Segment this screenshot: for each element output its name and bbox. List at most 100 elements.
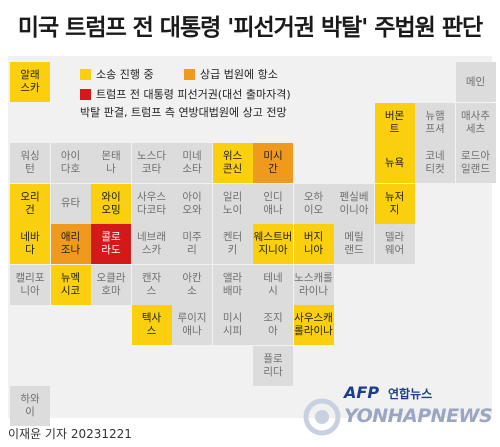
state-tile-label: 와이 오밍 (101, 190, 121, 216)
legend-disqualified-note: 박탈 판결, 트럼프 측 연방대법원에 상고 전망 (80, 106, 287, 119)
legend-label-disqualified: 트럼프 전 대통령 피선거권(대선 출마자격) (96, 88, 291, 101)
afp-logo: AFP (344, 383, 380, 402)
state-tile: 뉴멕 시코 (50, 264, 91, 305)
state-tile: 위스 콘신 (212, 143, 253, 183)
state-tile: 앨라 배마 (212, 264, 253, 305)
state-tile: 버몬 트 (374, 102, 415, 143)
state-tile-label: 뉴멕 시코 (60, 271, 81, 297)
state-tile: 뉴햄 프셔 (415, 102, 455, 143)
state-tile-label: 아칸 소 (182, 271, 202, 297)
legend-swatch-upper-court (184, 68, 195, 80)
state-tile-label: 미주 리 (182, 231, 202, 256)
state-tile-label: 유타 (60, 197, 81, 209)
state-tile: 버지 니아 (293, 224, 334, 264)
state-tile-label: 네바 다 (20, 231, 40, 256)
legend-disqualified: 트럼프 전 대통령 피선거권(대선 출마자격) (80, 86, 291, 102)
state-tile-label: 네브래 스카 (137, 231, 166, 256)
state-tile-label: 루이지 애나 (177, 312, 207, 337)
state-tile: 네브래 스카 (131, 224, 172, 264)
state-tile: 콜로 라도 (91, 224, 131, 264)
byline: 이재윤 기자 20231221 (8, 427, 132, 441)
state-tile: 오리 건 (10, 183, 50, 224)
state-tile-label: 오하 이오 (303, 190, 324, 216)
state-tile: 뉴욕 (374, 143, 415, 183)
state-tile: 웨스트버 지니아 (253, 224, 293, 264)
state-tile: 아이 다호 (50, 143, 91, 183)
state-tile: 로드아 일랜드 (455, 143, 496, 183)
legend-label-upper-court: 상급 법원에 항소 (200, 68, 278, 81)
state-tile: 테네 시 (253, 264, 293, 305)
state-tile-label: 조지 아 (263, 312, 283, 337)
state-tile: 하와 이 (10, 386, 50, 426)
state-tile: 미시 간 (253, 143, 293, 183)
state-tile: 사우스캐 롤라이나 (293, 305, 334, 345)
state-tile: 메릴 랜드 (334, 224, 374, 264)
state-tile-label: 인디 애나 (263, 190, 283, 216)
state-tile-label: 워싱 턴 (20, 150, 40, 175)
state-tile-label: 몬태 나 (101, 150, 121, 175)
state-tile: 캘리포 니아 (10, 264, 50, 305)
state-tile-label: 펜실베 이니아 (339, 190, 369, 216)
state-tile-label: 켄터 키 (222, 231, 243, 256)
state-tile-label: 버몬 트 (384, 109, 405, 135)
state-tile: 메인 (455, 62, 496, 102)
state-tile: 노스다 코타 (131, 143, 172, 183)
state-tile-label: 노스캐롤 라이나 (294, 271, 333, 297)
state-tile: 아이 오와 (172, 183, 212, 224)
state-tile: 켄터 키 (212, 224, 253, 264)
legend-swatch-ongoing (80, 68, 91, 80)
state-tile-label: 텍사 스 (141, 312, 162, 337)
state-tile: 노스캐롤 라이나 (293, 264, 334, 305)
yonhap-korean-logo: 연합뉴스 (388, 387, 433, 401)
state-tile-label: 뉴욕 (384, 156, 405, 169)
state-tile: 코네 티컷 (415, 143, 455, 183)
state-tile: 오클라 호마 (91, 264, 131, 305)
state-tile-label: 메인 (465, 75, 486, 88)
state-tile-label: 콜로 라도 (101, 231, 121, 256)
state-tile: 텍사 스 (131, 305, 172, 345)
state-tile-label: 하와 이 (20, 393, 40, 418)
state-tile-label: 애리 조나 (60, 231, 81, 256)
legend-swatch-disqualified (80, 88, 91, 100)
state-tile: 알래 스카 (10, 62, 50, 102)
yonhap-emblem-icon (303, 398, 341, 436)
state-tile-label: 미시 간 (263, 150, 283, 175)
state-tile-label: 알래 스카 (20, 69, 40, 94)
state-tile-label: 사우스캐 롤라이나 (294, 312, 333, 337)
state-tile-label: 버지 니아 (303, 231, 324, 256)
state-tile-label: 로드아 일랜드 (461, 150, 490, 175)
state-tile: 펜실베 이니아 (334, 183, 374, 224)
state-tile-label: 테네 시 (263, 271, 283, 297)
state-tile: 워싱 턴 (10, 143, 50, 183)
state-tile-label: 뉴햄 프셔 (425, 109, 445, 135)
state-tile: 오하 이오 (293, 183, 334, 224)
state-tile: 유타 (50, 183, 91, 224)
state-tile: 미네 소타 (172, 143, 212, 183)
state-tile-label: 델라 웨어 (384, 231, 405, 256)
state-tile: 사우스 다코타 (131, 183, 172, 224)
legend-ongoing: 소송 진행 중 (80, 66, 154, 82)
state-tile: 아칸 소 (172, 264, 212, 305)
state-tile-label: 일리 노이 (222, 190, 243, 216)
state-tile: 조지 아 (253, 305, 293, 345)
state-tile: 플로 리다 (253, 345, 293, 386)
state-tile-label: 아이 다호 (60, 150, 81, 175)
state-tile: 델라 웨어 (374, 224, 415, 264)
state-tile: 미주 리 (172, 224, 212, 264)
state-tile-label: 오클라 호마 (96, 271, 126, 297)
state-tile-label: 코네 티컷 (425, 150, 445, 175)
state-tile: 네바 다 (10, 224, 50, 264)
state-tile: 일리 노이 (212, 183, 253, 224)
state-tile-label: 매사추 세츠 (461, 109, 490, 135)
agency-logos: AFP 연합뉴스 YONHAPNEWS (302, 383, 493, 439)
state-tile-label: 플로 리다 (263, 352, 283, 378)
state-tile-label: 아이 오와 (182, 190, 202, 216)
map-title: 미국 트럼프 전 대통령 '피선거권 박탈' 주법원 판단 (17, 15, 483, 41)
state-tile-label: 사우스 다코타 (137, 190, 166, 216)
state-tile-label: 메릴 랜드 (344, 231, 364, 256)
state-tile-label: 뉴저 지 (384, 190, 405, 216)
state-tile: 캔자 스 (131, 264, 172, 305)
state-tile-label: 오리 건 (20, 190, 40, 216)
state-tile: 몬태 나 (91, 143, 131, 183)
